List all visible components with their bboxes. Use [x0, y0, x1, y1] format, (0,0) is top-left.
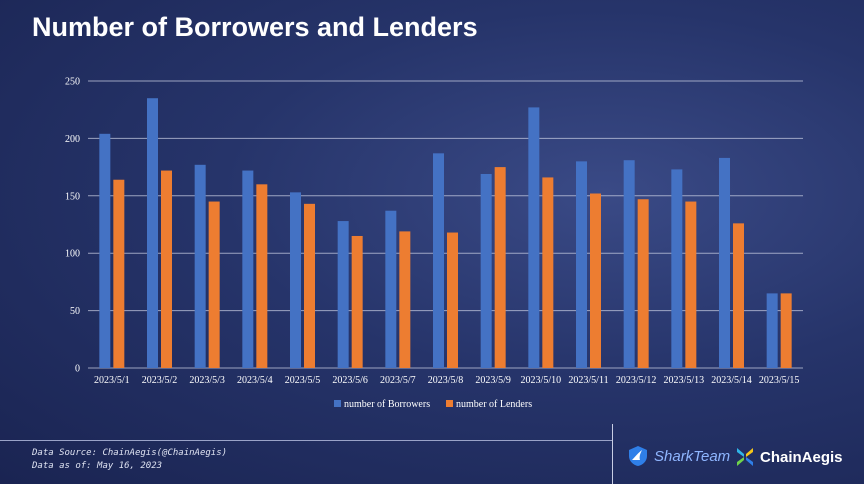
- bar-lenders: [733, 223, 744, 368]
- bar-borrowers: [194, 164, 206, 368]
- x-tick-label: 2023/5/4: [237, 375, 273, 386]
- x-tick-label: 2023/5/14: [711, 375, 752, 386]
- bar-lenders: [447, 232, 458, 368]
- x-axis-ticks: 2023/5/1 2023/5/2 2023/5/3 2023/5/4 2023/5/5…: [94, 375, 799, 386]
- bar-lenders: [685, 201, 697, 368]
- bar-borrowers: [433, 153, 444, 368]
- bar-borrowers: [99, 133, 111, 368]
- bar-lenders: [590, 193, 601, 368]
- chainaegis-logo: ChainAegis: [735, 446, 843, 468]
- logo-divider: [612, 424, 613, 484]
- y-tick-label: 0: [75, 364, 80, 375]
- y-tick-label: 250: [65, 77, 80, 88]
- bar-borrowers: [290, 192, 301, 368]
- x-tick-label: 2023/5/5: [285, 375, 321, 386]
- bar-lenders: [399, 231, 411, 368]
- bar-lenders: [256, 184, 268, 368]
- bar-lenders: [542, 177, 554, 368]
- sharkteam-logo-text: SharkTeam: [654, 447, 731, 465]
- bars: [99, 98, 792, 369]
- x-tick-label: 2023/5/8: [428, 375, 464, 386]
- legend-label-lenders: number of Lenders: [456, 399, 532, 410]
- bar-lenders: [780, 293, 792, 368]
- sharkteam-logo: SharkTeam: [626, 444, 730, 468]
- legend-swatch-lenders: [446, 400, 453, 407]
- legend-swatch-borrowers: [334, 400, 341, 407]
- bar-borrowers: [385, 210, 397, 368]
- bar-lenders: [304, 203, 315, 368]
- bar-borrowers: [528, 107, 540, 369]
- bar-borrowers: [337, 221, 349, 368]
- footer-divider: [0, 440, 612, 441]
- data-date-note: Data as of: May 16, 2023: [32, 461, 163, 471]
- x-tick-label: 2023/5/3: [189, 375, 225, 386]
- x-tick-label: 2023/5/15: [759, 375, 800, 386]
- y-tick-label: 50: [70, 306, 80, 317]
- chainaegis-logo-text: ChainAegis: [760, 448, 843, 466]
- bar-lenders: [208, 201, 220, 368]
- y-tick-label: 100: [65, 249, 80, 260]
- gridlines: [88, 80, 803, 369]
- bar-borrowers: [623, 160, 635, 368]
- shark-fin-icon: [629, 446, 647, 466]
- bar-borrowers: [719, 157, 730, 368]
- x-tick-label: 2023/5/7: [380, 375, 416, 386]
- chart-title: Number of Borrowers and Lenders: [32, 12, 478, 42]
- data-source-note: Data Source: ChainAegis(@ChainAegis): [32, 448, 228, 458]
- x-tick-label: 2023/5/9: [475, 375, 511, 386]
- x-tick-label: 2023/5/2: [142, 375, 178, 386]
- bar-lenders: [637, 199, 649, 368]
- chainaegis-icon: [737, 448, 753, 466]
- bar-borrowers: [671, 169, 683, 368]
- legend-label-borrowers: number of Borrowers: [344, 399, 430, 410]
- bar-borrowers: [147, 98, 158, 368]
- x-tick-label: 2023/5/6: [332, 375, 368, 386]
- x-tick-label: 2023/5/1: [94, 375, 130, 386]
- bar-lenders: [161, 170, 172, 368]
- x-tick-label: 2023/5/12: [616, 375, 657, 386]
- bar-borrowers: [766, 293, 778, 368]
- x-tick-label: 2023/5/10: [521, 375, 562, 386]
- legend: number of Borrowers number of Lenders: [334, 399, 532, 410]
- bar-lenders: [494, 167, 506, 368]
- y-tick-label: 200: [65, 134, 80, 145]
- x-tick-label: 2023/5/11: [568, 375, 608, 386]
- x-tick-label: 2023/5/13: [664, 375, 705, 386]
- bar-lenders: [113, 179, 125, 368]
- y-tick-label: 150: [65, 191, 80, 202]
- bar-borrowers: [242, 170, 254, 368]
- bar-borrowers: [576, 161, 587, 368]
- bar-lenders: [351, 235, 363, 368]
- y-axis-ticks: 0 50 100 150 200 250: [65, 77, 80, 375]
- bar-borrowers: [480, 173, 492, 368]
